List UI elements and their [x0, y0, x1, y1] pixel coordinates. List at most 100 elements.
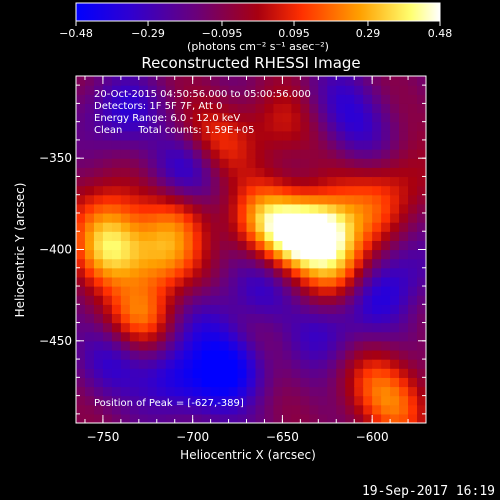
- heatmap-cell: [219, 368, 230, 378]
- heatmap-cell: [354, 231, 364, 241]
- heatmap-cell: [264, 121, 275, 132]
- heatmap-cell: [336, 103, 346, 114]
- heatmap-cell: [318, 313, 328, 324]
- colorbar-tick-label: 0.095: [278, 27, 310, 40]
- heatmap-cell: [354, 304, 364, 315]
- heatmap-cell: [201, 185, 212, 196]
- heatmap-cell: [345, 103, 355, 114]
- heatmap-cell: [399, 359, 409, 369]
- heatmap-cell: [93, 85, 104, 95]
- heatmap-cell: [228, 112, 239, 123]
- heatmap-cell: [399, 194, 409, 205]
- heatmap-cell: [399, 267, 409, 278]
- heatmap-cell: [129, 359, 140, 369]
- heatmap-cell: [76, 185, 86, 196]
- heatmap-cell: [345, 149, 355, 159]
- heatmap-cell: [156, 139, 167, 150]
- heatmap-cell: [192, 359, 203, 369]
- heatmap-cell: [345, 167, 355, 178]
- heatmap-cell: [336, 212, 346, 223]
- heatmap-cell: [408, 295, 418, 305]
- heatmap-cell: [246, 139, 257, 150]
- heatmap-cell: [372, 386, 382, 397]
- heatmap-cell: [156, 231, 167, 241]
- heatmap-cell: [138, 76, 149, 86]
- heatmap-cell: [246, 240, 257, 251]
- heatmap-cell: [147, 368, 158, 378]
- heatmap-cell: [201, 368, 212, 378]
- heatmap-cell: [201, 295, 212, 305]
- heatmap-cell: [300, 130, 310, 141]
- heatmap-cell: [76, 231, 86, 241]
- heatmap-cell: [192, 404, 203, 415]
- heatmap-cell: [93, 185, 104, 196]
- heatmap-cell: [192, 395, 203, 406]
- heatmap-cell: [183, 149, 194, 159]
- heatmap-cell: [93, 276, 104, 287]
- heatmap-cell: [174, 249, 185, 260]
- heatmap-cell: [255, 194, 266, 205]
- heatmap-cell: [192, 112, 203, 123]
- heatmap-cell: [201, 76, 212, 86]
- heatmap-cell: [417, 76, 426, 86]
- heatmap-cell: [417, 158, 426, 168]
- heatmap-cell: [282, 176, 292, 187]
- heatmap-cell: [291, 222, 301, 232]
- heatmap-cell: [129, 295, 140, 305]
- heatmap-cell: [291, 194, 301, 205]
- heatmap-cell: [84, 149, 95, 159]
- heatmap-cell: [102, 295, 113, 305]
- heatmap-cell: [363, 222, 373, 232]
- heatmap-cell: [120, 85, 131, 95]
- heatmap-cell: [417, 130, 426, 141]
- heatmap-cell: [300, 395, 310, 406]
- heatmap-cell: [93, 349, 104, 360]
- heatmap-cell: [174, 76, 185, 86]
- heatmap-cell: [219, 149, 230, 159]
- heatmap-cell: [210, 368, 221, 378]
- heatmap-cell: [228, 240, 239, 251]
- heatmap-cell: [237, 276, 248, 287]
- heatmap-cell: [300, 404, 310, 415]
- heatmap-cell: [363, 249, 373, 260]
- heatmap-cell: [183, 167, 194, 178]
- heatmap-cell: [174, 222, 185, 232]
- heatmap-cell: [255, 404, 266, 415]
- heatmap-cell: [76, 167, 86, 178]
- heatmap-cell: [219, 313, 230, 324]
- heatmap-cell: [237, 304, 248, 315]
- heatmap-cell: [219, 286, 230, 296]
- heatmap-cell: [210, 76, 221, 86]
- heatmap-cell: [228, 377, 239, 388]
- heatmap-cell: [237, 130, 248, 141]
- heatmap-cell: [255, 103, 266, 114]
- heatmap-cell: [309, 413, 319, 423]
- heatmap-cell: [219, 167, 230, 178]
- heatmap-cell: [156, 194, 167, 205]
- heatmap-cell: [102, 112, 113, 123]
- heatmap-cell: [363, 240, 373, 251]
- heatmap-cell: [327, 286, 337, 296]
- heatmap-cell: [183, 249, 194, 260]
- heatmap-cell: [76, 295, 86, 305]
- heatmap-cell: [345, 249, 355, 260]
- heatmap-cell: [174, 130, 185, 141]
- heatmap-cell: [192, 413, 203, 423]
- heatmap-cell: [345, 130, 355, 141]
- heatmap-cell: [372, 121, 382, 132]
- heatmap-cell: [381, 112, 391, 123]
- heatmap-cell: [336, 249, 346, 260]
- heatmap-cell: [183, 240, 194, 251]
- heatmap-cell: [165, 112, 176, 123]
- heatmap-cell: [291, 322, 301, 333]
- heatmap-cell: [174, 231, 185, 241]
- heatmap-cell: [76, 139, 86, 150]
- heatmap-cell: [363, 176, 373, 187]
- heatmap-cell: [111, 185, 122, 196]
- heatmap-cell: [363, 112, 373, 123]
- heatmap-cell: [381, 222, 391, 232]
- heatmap-cell: [327, 368, 337, 378]
- heatmap-cell: [210, 222, 221, 232]
- heatmap-cell: [192, 121, 203, 132]
- heatmap-cell: [327, 304, 337, 315]
